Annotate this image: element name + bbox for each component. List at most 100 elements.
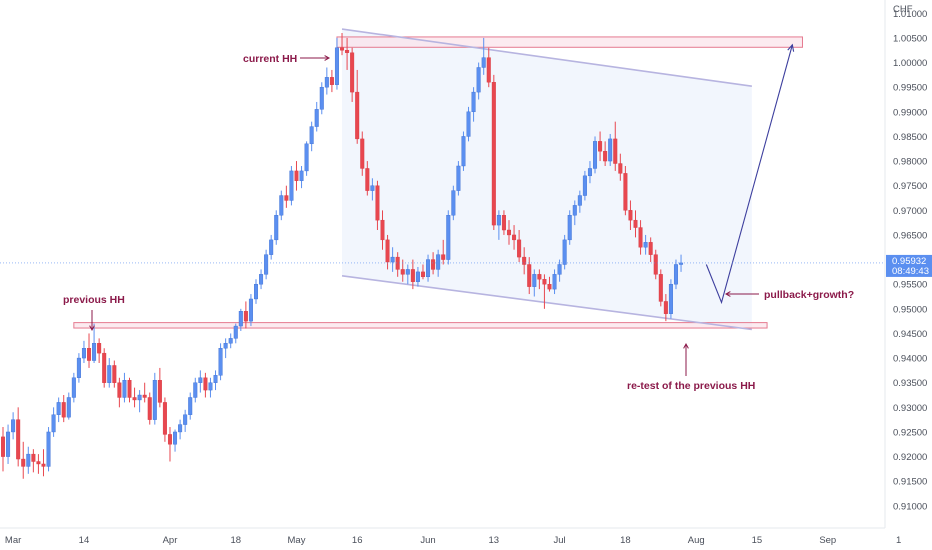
- candle-body: [294, 170, 299, 181]
- current-price-value: 0.95932: [892, 256, 926, 267]
- candle-body: [598, 141, 603, 152]
- currency-label: CHF: [893, 4, 913, 15]
- candle-body: [431, 259, 436, 270]
- candle-body: [26, 453, 31, 467]
- candle-body: [127, 380, 132, 398]
- candle-body: [193, 382, 198, 398]
- y-tick-label: 0.99500: [893, 83, 927, 94]
- candle-body: [61, 402, 66, 418]
- annotation-pullback: pullback+growth?: [764, 289, 854, 301]
- annotation-previous-hh: previous HH: [63, 294, 125, 306]
- candle-body: [137, 394, 142, 401]
- candle-body: [441, 254, 446, 260]
- x-tick-label: Jun: [420, 535, 435, 546]
- y-tick-label: 0.94500: [893, 329, 927, 340]
- candle-body: [501, 215, 506, 231]
- candle-body: [415, 271, 420, 282]
- candle-body: [269, 239, 274, 255]
- y-tick-label: 0.92000: [893, 452, 927, 463]
- candle-body: [142, 394, 147, 398]
- projection-path: [705, 44, 793, 305]
- channel-lower-line: [341, 275, 752, 331]
- candle-body: [188, 397, 193, 415]
- candle-body: [233, 325, 238, 339]
- x-tick-label: 18: [230, 535, 241, 546]
- candle-body: [420, 271, 425, 278]
- candle-body: [253, 283, 258, 300]
- candle-body: [673, 264, 678, 285]
- candle-body: [319, 86, 324, 110]
- candle-body: [507, 229, 512, 236]
- candle-body: [577, 195, 582, 206]
- candle-body: [522, 256, 527, 265]
- x-tick-label: Jul: [554, 535, 566, 546]
- candle-body: [481, 57, 486, 68]
- candle-body: [471, 91, 476, 113]
- y-tick-label: 0.93000: [893, 403, 927, 414]
- candle-body: [355, 91, 360, 140]
- candle-body: [562, 239, 567, 265]
- candle-body: [71, 377, 76, 398]
- projection-arrowhead: [787, 43, 795, 52]
- candle-body: [663, 301, 668, 314]
- candle-body: [203, 377, 208, 391]
- candle-body: [132, 397, 137, 401]
- candle-body: [365, 168, 370, 191]
- x-tick-label: 18: [620, 535, 631, 546]
- y-tick-label: 0.91000: [893, 501, 927, 512]
- candle-body: [213, 375, 218, 383]
- arrow-current-hh-head: [324, 55, 331, 61]
- candle-body: [41, 463, 46, 467]
- candle-body: [426, 259, 431, 278]
- candle-body: [259, 274, 264, 285]
- candle-body: [613, 138, 618, 164]
- candle-body: [633, 219, 638, 228]
- y-tick-label: 0.97000: [893, 206, 927, 217]
- candle-body: [334, 47, 339, 85]
- candle-body: [66, 397, 71, 418]
- y-tick-label: 0.95000: [893, 304, 927, 315]
- candle-body: [112, 365, 117, 383]
- candle-body: [461, 136, 466, 167]
- y-tick-label: 0.96500: [893, 230, 927, 241]
- candle-body: [395, 256, 400, 270]
- candle-body: [183, 414, 188, 425]
- candle-body: [496, 215, 501, 226]
- candle-body: [537, 274, 542, 280]
- candle-body: [466, 111, 471, 137]
- candle-body: [36, 461, 41, 465]
- candle-body: [162, 402, 167, 435]
- candle-body: [238, 311, 243, 327]
- x-tick-label: Apr: [163, 535, 178, 546]
- candle-body: [107, 365, 112, 383]
- y-tick-label: 0.91500: [893, 477, 927, 488]
- candle-body: [46, 431, 51, 467]
- x-axis-ticks: Mar 14 Apr 18 May 16 Jun 13 Jul 18 Aug 15 Sep 1: [5, 535, 901, 546]
- candles: [1, 33, 684, 479]
- y-tick-label: 0.99000: [893, 107, 927, 118]
- candle-body: [152, 380, 157, 420]
- x-tick-label: Sep: [819, 535, 836, 546]
- candle-body: [56, 402, 61, 415]
- candle-body: [21, 458, 26, 467]
- candle-body: [572, 205, 577, 216]
- candle-body: [658, 274, 663, 302]
- candle-body: [117, 382, 122, 398]
- candle-body: [167, 434, 172, 445]
- candle-body: [198, 377, 203, 383]
- candle-body: [299, 170, 304, 181]
- previous-hh-zone: [73, 322, 768, 329]
- candle-body: [532, 274, 537, 287]
- x-tick-label: Mar: [5, 535, 21, 546]
- candle-body: [648, 242, 653, 255]
- y-tick-label: 1.00000: [893, 58, 927, 69]
- candle-body: [16, 419, 21, 460]
- candle-body: [76, 357, 81, 378]
- candle-body: [370, 185, 375, 191]
- candle-body: [603, 151, 608, 162]
- candle-body: [289, 170, 294, 201]
- candle-body: [173, 431, 178, 445]
- candle-body: [375, 185, 380, 221]
